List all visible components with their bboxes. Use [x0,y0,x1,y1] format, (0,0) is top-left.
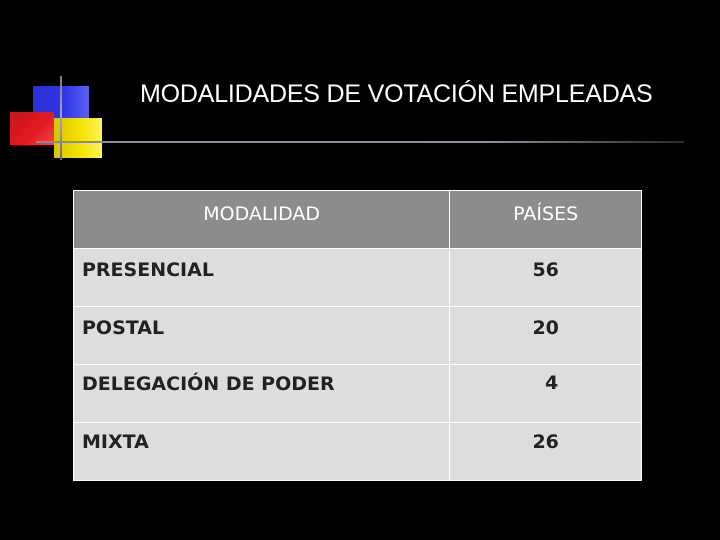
cell-modalidad: MIXTA [72,422,451,481]
table-row: MIXTA 26 [72,422,642,481]
yellow-square-decoration [54,118,102,158]
horizontal-rule-decoration [36,141,684,143]
header-modalidad: MODALIDAD [72,190,451,249]
table-row: PRESENCIAL 56 [72,248,642,307]
cell-modalidad: DELEGACIÓN DE PODER [72,364,451,423]
slide-title: MODALIDADES DE VOTACIÓN EMPLEADAS [140,80,653,108]
table-row: POSTAL 20 [72,306,642,365]
red-square-decoration [10,112,54,145]
cell-paises: 4 [449,364,642,423]
cell-modalidad: POSTAL [72,306,451,365]
cell-paises: 56 [449,248,642,307]
table-header-row: MODALIDAD PAÍSES [72,190,642,249]
vertical-rule-decoration [60,76,62,160]
voting-modalities-table: MODALIDAD PAÍSES PRESENCIAL 56 POSTAL 20… [72,190,642,481]
table-row: DELEGACIÓN DE PODER 4 [72,364,642,423]
cell-modalidad: PRESENCIAL [72,248,451,307]
cell-paises: 20 [449,306,642,365]
header-paises: PAÍSES [449,190,642,249]
cell-paises: 26 [449,422,642,481]
